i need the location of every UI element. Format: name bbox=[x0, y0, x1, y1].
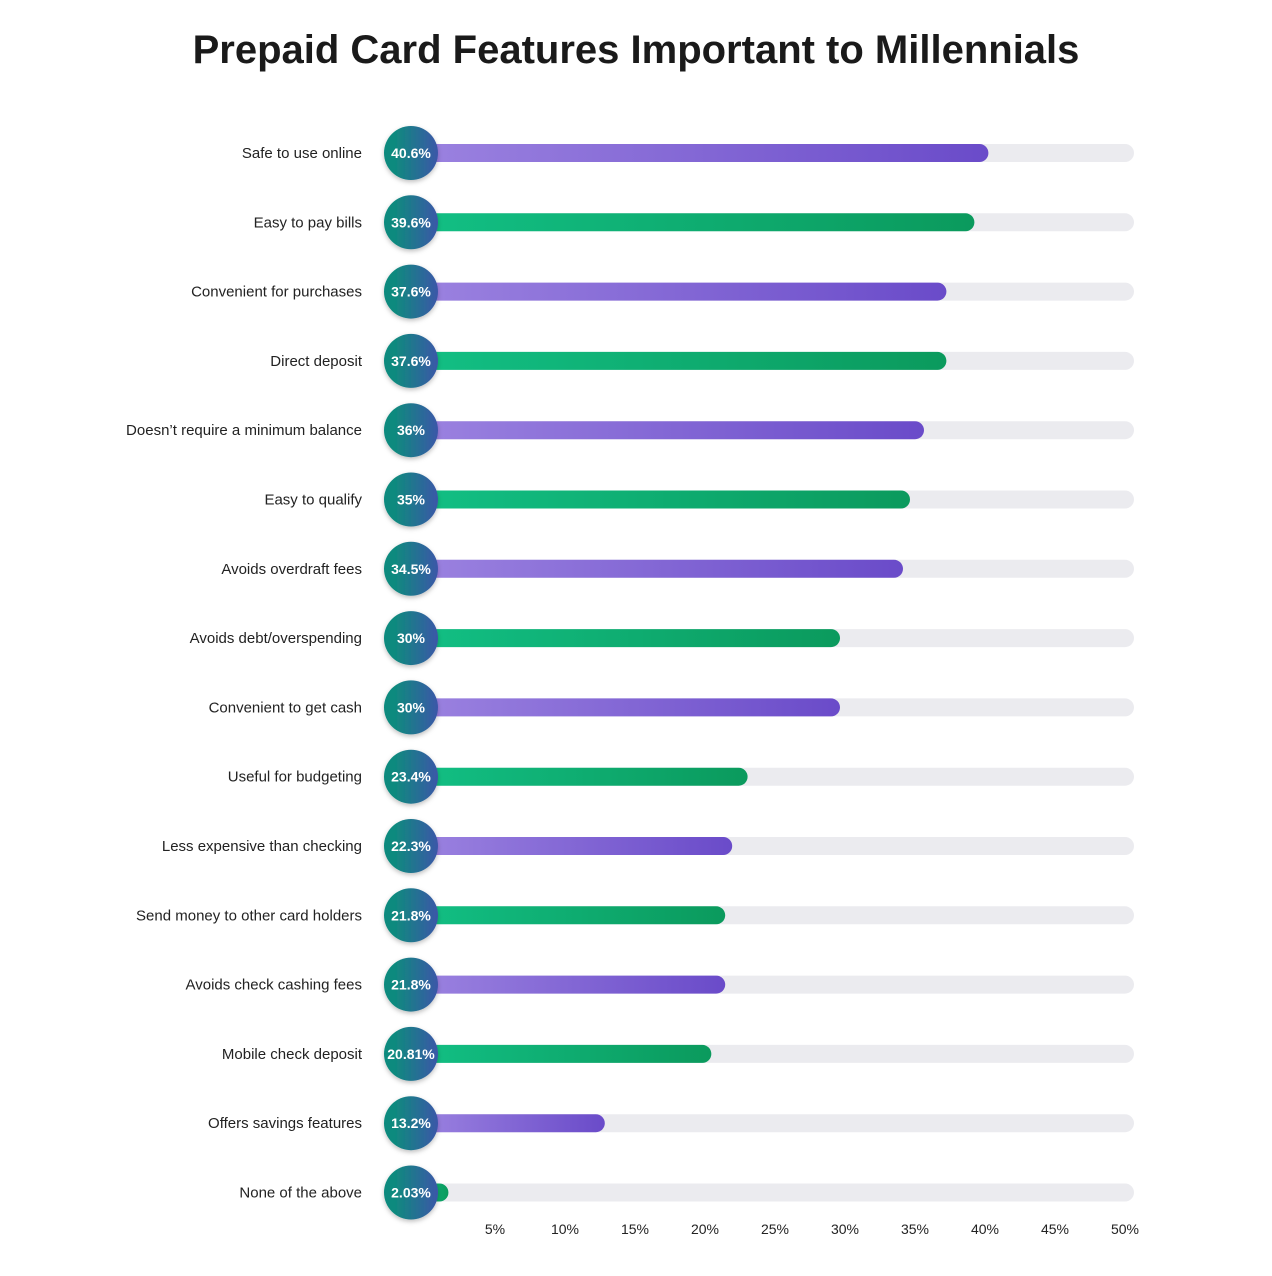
value-badge bbox=[384, 749, 438, 804]
data-label: 30% bbox=[397, 699, 426, 715]
x-tick-label: 15% bbox=[621, 1221, 649, 1237]
value-badge bbox=[384, 403, 438, 458]
data-label: 34.5% bbox=[391, 561, 431, 577]
bar-row: 34.5% Avoids overdraft fees bbox=[221, 541, 1134, 596]
data-label: 20.81% bbox=[387, 1046, 435, 1062]
value-badge bbox=[384, 472, 438, 527]
x-tick-label: 40% bbox=[971, 1221, 999, 1237]
x-tick-label: 25% bbox=[761, 1221, 789, 1237]
bar-row: 23.4% Useful for budgeting bbox=[228, 749, 1134, 804]
bar bbox=[420, 1044, 712, 1063]
bar-row: 30% Avoids debt/overspending bbox=[190, 611, 1134, 666]
category-label: Convenient for purchases bbox=[191, 284, 362, 301]
category-label: Avoids check cashing fees bbox=[186, 977, 363, 994]
bar bbox=[420, 906, 726, 925]
category-label: Doesn’t require a minimum balance bbox=[126, 422, 362, 439]
x-tick-label: 5% bbox=[485, 1221, 505, 1237]
bar-row: 22.3% Less expensive than checking bbox=[162, 819, 1134, 873]
bar-row: 39.6% Easy to pay bills bbox=[254, 195, 1134, 250]
value-badge bbox=[384, 333, 438, 388]
bar bbox=[420, 1114, 605, 1133]
value-badge bbox=[384, 611, 438, 666]
bar bbox=[420, 144, 989, 162]
category-label: Safe to use online bbox=[242, 145, 362, 162]
bar-row: 40.6% Safe to use online bbox=[242, 126, 1134, 180]
category-label: Offers savings features bbox=[208, 1115, 362, 1132]
bar-row: 35% Easy to qualify bbox=[264, 472, 1134, 527]
value-badge bbox=[384, 1026, 438, 1081]
bar-row: 20.81% Mobile check deposit bbox=[222, 1026, 1134, 1081]
bar-row: 37.6% Convenient for purchases bbox=[191, 264, 1134, 319]
value-badge bbox=[384, 126, 438, 180]
bar bbox=[420, 421, 924, 440]
x-tick-label: 45% bbox=[1041, 1221, 1069, 1237]
bar-row: 21.8% Send money to other card holders bbox=[136, 888, 1134, 943]
bar-track bbox=[420, 1183, 1134, 1202]
x-tick-label: 10% bbox=[551, 1221, 579, 1237]
category-label: Convenient to get cash bbox=[209, 699, 362, 716]
category-label: Avoids debt/overspending bbox=[190, 630, 362, 647]
bar bbox=[420, 767, 748, 786]
value-badge bbox=[384, 1096, 438, 1151]
bar bbox=[420, 282, 947, 301]
bar bbox=[420, 837, 733, 855]
data-label: 23.4% bbox=[391, 769, 431, 785]
bar bbox=[420, 490, 910, 509]
bar bbox=[420, 213, 975, 232]
bar bbox=[420, 629, 840, 648]
value-badge bbox=[384, 541, 438, 596]
value-badge bbox=[384, 888, 438, 943]
category-label: Easy to pay bills bbox=[254, 214, 362, 231]
chart-title: Prepaid Card Features Important to Mille… bbox=[192, 28, 1080, 72]
category-label: None of the above bbox=[239, 1185, 362, 1202]
data-label: 13.2% bbox=[391, 1115, 431, 1131]
category-label: Send money to other card holders bbox=[136, 907, 362, 924]
category-label: Easy to qualify bbox=[264, 492, 362, 509]
bar-row: 37.6% Direct deposit bbox=[270, 333, 1134, 388]
value-badge bbox=[384, 819, 438, 873]
data-label: 39.6% bbox=[391, 214, 431, 230]
category-label: Avoids overdraft fees bbox=[221, 561, 362, 578]
bar-row: 2.03% None of the above bbox=[239, 1165, 1134, 1220]
bar-row: 36% Doesn’t require a minimum balance bbox=[126, 403, 1134, 458]
category-label: Less expensive than checking bbox=[162, 838, 362, 855]
data-label: 35% bbox=[397, 492, 426, 508]
data-label: 36% bbox=[397, 422, 426, 438]
value-badge bbox=[384, 1165, 438, 1220]
data-label: 2.03% bbox=[391, 1185, 431, 1201]
data-label: 37.6% bbox=[391, 353, 431, 369]
data-label: 22.3% bbox=[391, 838, 431, 854]
category-label: Direct deposit bbox=[270, 353, 363, 370]
bar-row: 21.8% Avoids check cashing fees bbox=[186, 957, 1134, 1012]
bar-row: 30% Convenient to get cash bbox=[209, 680, 1134, 735]
bar bbox=[420, 351, 947, 370]
data-label: 40.6% bbox=[391, 145, 431, 161]
value-badge bbox=[384, 680, 438, 735]
data-label: 37.6% bbox=[391, 284, 431, 300]
value-badge bbox=[384, 957, 438, 1012]
category-label: Mobile check deposit bbox=[222, 1046, 363, 1063]
x-tick-label: 20% bbox=[691, 1221, 719, 1237]
data-label: 30% bbox=[397, 630, 426, 646]
x-tick-label: 35% bbox=[901, 1221, 929, 1237]
bar-row: 13.2% Offers savings features bbox=[208, 1096, 1134, 1151]
value-badge bbox=[384, 264, 438, 319]
x-tick-label: 50% bbox=[1111, 1221, 1139, 1237]
x-axis: 5% 10% 15% 20% 25% 30% 35% 40% 45% 50% bbox=[485, 1221, 1139, 1237]
value-badge bbox=[384, 195, 438, 250]
bar bbox=[420, 559, 903, 578]
data-label: 21.8% bbox=[391, 977, 431, 993]
data-label: 21.8% bbox=[391, 907, 431, 923]
x-tick-label: 30% bbox=[831, 1221, 859, 1237]
bar bbox=[420, 975, 726, 994]
bar bbox=[420, 698, 840, 717]
category-label: Useful for budgeting bbox=[228, 769, 362, 786]
